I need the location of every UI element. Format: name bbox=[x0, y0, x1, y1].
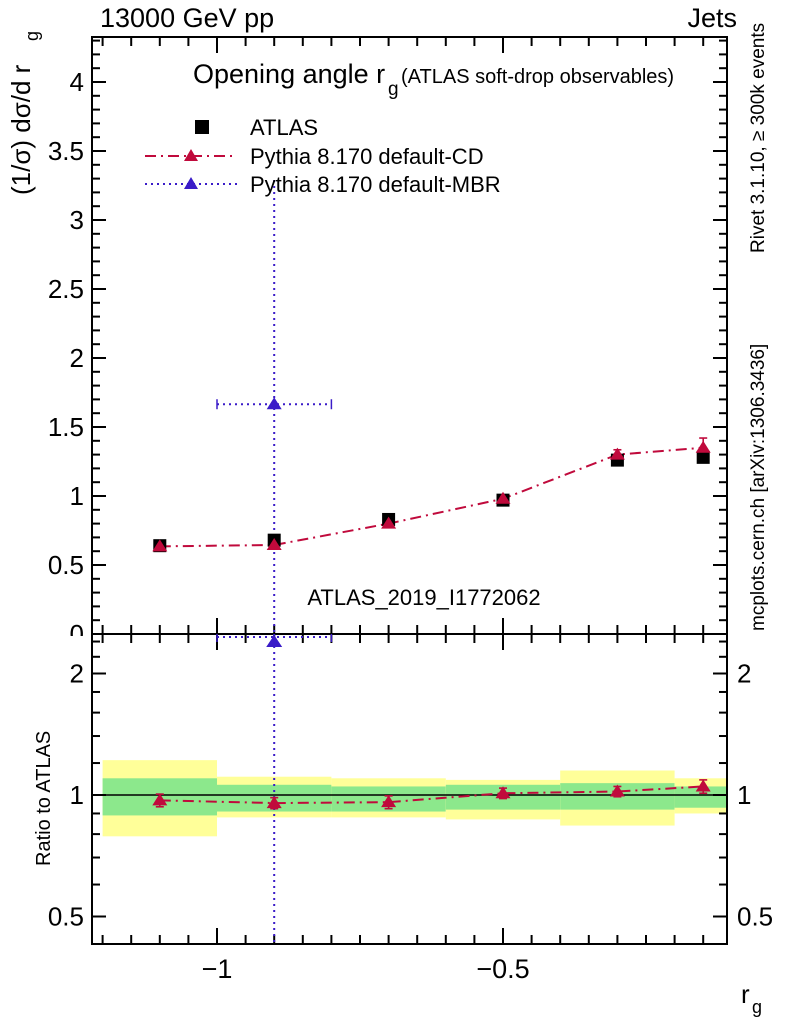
data-point-triangle bbox=[495, 786, 511, 799]
data-point-triangle bbox=[381, 516, 397, 529]
main-y-tick-label: 0.5 bbox=[48, 550, 84, 580]
series-line bbox=[159, 785, 704, 805]
band-green bbox=[674, 786, 727, 808]
ratio-y-tick-label-left: 0.5 bbox=[48, 902, 84, 932]
ratio-y-tick-label-left: 1 bbox=[70, 780, 84, 810]
data-point-triangle bbox=[152, 793, 168, 806]
main-y-tick-label: 3.5 bbox=[48, 136, 84, 166]
data-point-triangle bbox=[695, 779, 711, 792]
legend: ATLAS Pythia 8.170 default-CD Pythia 8.1… bbox=[145, 115, 501, 197]
triangle-marker-icon bbox=[184, 177, 198, 189]
legend-item-pythia-cd: Pythia 8.170 default-CD bbox=[145, 144, 484, 169]
rivet-version-label: Rivet 3.1.10, ≥ 300k events bbox=[748, 23, 769, 253]
plot-title: Opening angle r bbox=[193, 59, 385, 89]
series-line bbox=[159, 446, 704, 548]
legend-label-atlas: ATLAS bbox=[250, 115, 318, 140]
main-y-axis-title: (1/σ) dσ/d r bbox=[6, 64, 36, 195]
data-point-triangle bbox=[152, 539, 168, 552]
plot-title-suffix: (ATLAS soft-drop observables) bbox=[401, 66, 674, 88]
zero-label-clip-mask bbox=[58, 636, 90, 654]
main-y-tick-label: 1.5 bbox=[48, 412, 84, 442]
ratio-y-axis-title: Ratio to ATLAS bbox=[33, 731, 55, 866]
mbr-ratio-clipped-triangle bbox=[266, 635, 283, 647]
ratio-y-tick-label-left: 2 bbox=[70, 659, 84, 689]
main-panel-frame bbox=[91, 36, 728, 635]
data-point-triangle bbox=[266, 537, 282, 550]
x-tick-label: −1 bbox=[202, 954, 233, 984]
atlas-square-marker-icon bbox=[195, 120, 209, 134]
data-point-triangle bbox=[266, 796, 282, 809]
main-y-tick-label: 3 bbox=[70, 205, 84, 235]
data-point-triangle bbox=[266, 397, 282, 410]
legend-label-pythia-mbr: Pythia 8.170 default-MBR bbox=[250, 172, 501, 197]
mcplots-credit-label: mcplots.cern.ch [arXiv:1306.3436] bbox=[748, 344, 769, 631]
x-axis-title-subscript: g bbox=[752, 997, 762, 1017]
main-y-tick-label: 2 bbox=[70, 343, 84, 373]
plot-title-subscript: g bbox=[388, 79, 399, 100]
main-y-tick-label: 2.5 bbox=[48, 274, 84, 304]
main-y-axis-title-subscript: g bbox=[22, 31, 42, 41]
ratio-y-tick-label-right: 0.5 bbox=[737, 902, 773, 932]
analysis-id-watermark: ATLAS_2019_I1772062 bbox=[307, 585, 540, 610]
ratio-y-tick-label-right: 1 bbox=[737, 780, 751, 810]
header-beam-label: 13000 GeV pp bbox=[100, 3, 274, 33]
header-analysis-label: Jets bbox=[687, 3, 737, 33]
legend-label-pythia-cd: Pythia 8.170 default-CD bbox=[250, 144, 484, 169]
ratio-uncertainty-bands bbox=[92, 760, 727, 837]
triangle-marker-icon bbox=[184, 149, 198, 161]
ratio-y-tick-label-right: 2 bbox=[737, 659, 751, 689]
legend-item-pythia-mbr: Pythia 8.170 default-MBR bbox=[145, 172, 501, 197]
main-y-tick-label: 4 bbox=[70, 67, 84, 97]
data-point-triangle bbox=[695, 440, 711, 453]
data-point-triangle bbox=[609, 784, 625, 797]
data-series-layer bbox=[152, 179, 711, 943]
data-point-triangle bbox=[381, 795, 397, 808]
main-y-tick-label: 1 bbox=[70, 481, 84, 511]
data-point-triangle bbox=[609, 447, 625, 460]
ratio-panel-frame bbox=[91, 633, 728, 945]
legend-item-atlas: ATLAS bbox=[195, 115, 318, 140]
x-axis-title: r bbox=[741, 979, 750, 1009]
x-tick-label: −0.5 bbox=[476, 954, 529, 984]
data-point-triangle bbox=[495, 491, 511, 504]
data-point-square bbox=[696, 450, 710, 464]
